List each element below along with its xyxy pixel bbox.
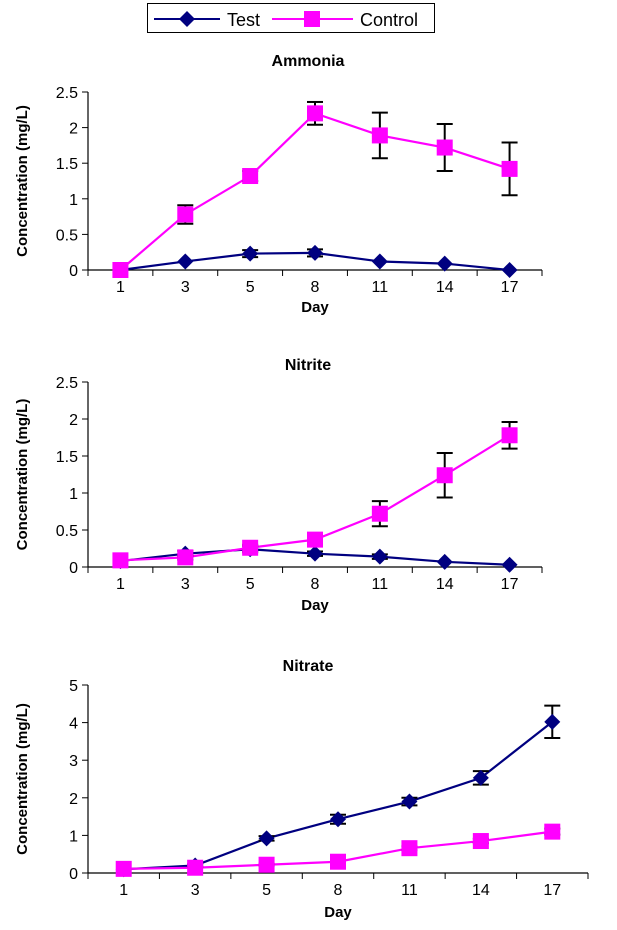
legend-marker-test <box>179 11 195 27</box>
data-point-test <box>436 255 453 272</box>
data-point-test <box>371 253 388 270</box>
x-tick-label: 3 <box>191 882 200 899</box>
data-point-control <box>242 539 259 556</box>
data-point-control <box>112 552 129 569</box>
data-point-test <box>501 556 518 573</box>
data-point-control <box>401 840 418 857</box>
data-point-control <box>472 833 489 850</box>
data-point-test <box>371 548 388 565</box>
y-axis-label: Concentration (mg/L) <box>14 703 31 855</box>
x-tick-label: 14 <box>472 882 490 899</box>
chart-title: Nitrate <box>283 658 334 675</box>
data-point-test <box>307 244 323 261</box>
y-tick-label: 2 <box>69 121 78 138</box>
data-point-control <box>330 853 346 870</box>
x-tick-label: 3 <box>181 279 190 296</box>
x-tick-label: 1 <box>116 279 125 296</box>
nitrate-chart-svg: Nitrate Concentration (mg/L) Day 0 1 2 3 4 5 1 3 5 8… <box>14 658 589 921</box>
y-tick-label: 1.5 <box>56 449 78 466</box>
x-tick-label: 1 <box>116 576 125 593</box>
data-point-control <box>436 139 453 156</box>
legend-graphic: Test Control <box>154 10 418 30</box>
y-axis-label: Concentration (mg/L) <box>14 105 31 257</box>
y-tick-label: 5 <box>69 678 78 695</box>
nitrite-chart: Nitrite Concentration (mg/L) Day 0 0.5 1 1.5 2 2… <box>0 348 617 638</box>
x-tick-label: 14 <box>436 576 454 593</box>
x-tick-label: 14 <box>436 279 454 296</box>
y-axis-label: Concentration (mg/L) <box>14 399 31 551</box>
y-tick-label: 0 <box>69 263 78 280</box>
y-tick-label: 3 <box>69 753 78 770</box>
nitrate-chart: Nitrate Concentration (mg/L) Day 0 1 2 3 4 5 1 3 5 8… <box>0 650 617 930</box>
data-point-test <box>177 253 194 270</box>
data-point-test <box>330 811 346 828</box>
data-point-test <box>501 262 518 278</box>
data-point-control <box>436 467 453 484</box>
chart-title: Ammonia <box>272 53 345 70</box>
y-tick-label: 0 <box>69 560 78 577</box>
x-tick-label: 17 <box>543 882 561 899</box>
chart-title: Nitrite <box>285 357 331 374</box>
data-point-test <box>401 793 418 810</box>
data-point-control <box>115 860 132 877</box>
x-tick-label: 3 <box>181 576 190 593</box>
data-point-control <box>307 531 323 548</box>
y-tick-label: 2 <box>69 791 78 808</box>
data-point-test <box>436 553 453 570</box>
y-tick-label: 0.5 <box>56 523 78 540</box>
x-tick-label: 5 <box>262 882 271 899</box>
x-tick-label: 11 <box>372 576 389 593</box>
data-point-test <box>307 545 323 562</box>
data-point-control <box>177 549 194 566</box>
x-axis-label: Day <box>301 299 329 316</box>
data-point-control <box>371 505 388 522</box>
y-tick-label: 0 <box>69 866 78 883</box>
x-tick-label: 17 <box>501 279 519 296</box>
legend-label-test: Test <box>227 10 260 30</box>
data-point-control <box>371 127 388 144</box>
data-point-control <box>177 206 194 223</box>
data-point-control <box>501 427 518 444</box>
ammonia-chart: Ammonia Concentration (mg/L) Day 0 0.5 1 1.5 2 2… <box>0 46 617 336</box>
x-tick-label: 5 <box>246 279 255 296</box>
x-axis-label: Day <box>324 904 352 921</box>
x-tick-label: 5 <box>246 576 255 593</box>
data-point-control <box>544 823 561 840</box>
y-tick-label: 2 <box>69 412 78 429</box>
data-point-test <box>472 769 489 786</box>
y-tick-label: 0.5 <box>56 227 78 244</box>
x-tick-label: 11 <box>401 882 418 899</box>
x-tick-label: 8 <box>334 882 343 899</box>
data-point-test <box>242 245 259 262</box>
data-point-control <box>501 160 518 177</box>
y-tick-label: 2.5 <box>56 375 78 392</box>
y-tick-label: 1 <box>69 828 78 845</box>
chart-legend: Test Control <box>147 3 435 33</box>
data-point-control <box>258 856 275 873</box>
x-tick-label: 11 <box>372 279 389 296</box>
y-tick-label: 1.5 <box>56 156 78 173</box>
y-tick-label: 2.5 <box>56 85 78 102</box>
legend-marker-control <box>304 11 320 27</box>
data-point-control <box>242 168 259 185</box>
x-tick-label: 1 <box>119 882 128 899</box>
data-point-control <box>112 262 129 278</box>
y-tick-label: 1 <box>69 486 78 503</box>
y-tick-label: 1 <box>69 192 78 209</box>
y-tick-label: 4 <box>69 716 78 733</box>
data-point-control <box>187 859 204 876</box>
data-point-test <box>258 830 275 847</box>
x-tick-label: 8 <box>311 279 320 296</box>
x-tick-label: 17 <box>501 576 519 593</box>
nitrite-chart-svg: Nitrite Concentration (mg/L) Day 0 0.5 1 1.5 2 2… <box>14 357 543 614</box>
data-point-test <box>544 713 561 730</box>
x-tick-label: 8 <box>311 576 320 593</box>
ammonia-chart-svg: Ammonia Concentration (mg/L) Day 0 0.5 1 1.5 2 2… <box>14 53 543 316</box>
x-axis-label: Day <box>301 597 329 614</box>
data-point-control <box>307 105 323 122</box>
legend-label-control: Control <box>360 10 418 30</box>
